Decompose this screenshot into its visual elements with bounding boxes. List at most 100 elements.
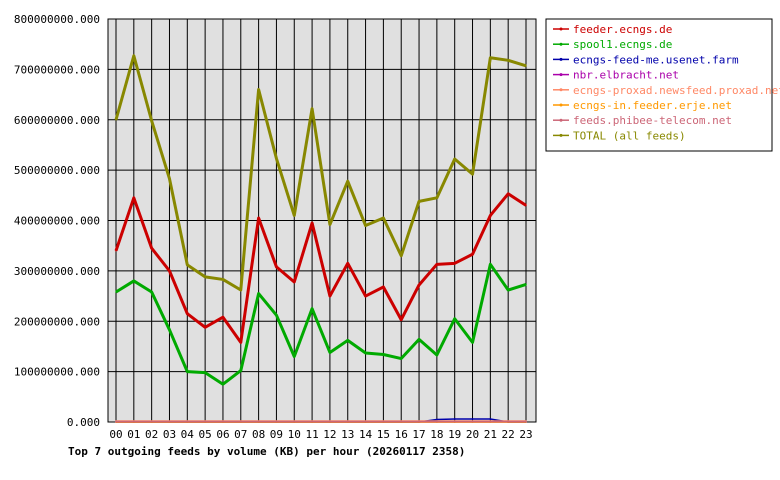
data-point	[453, 317, 456, 320]
data-point	[400, 420, 403, 423]
data-point	[471, 341, 474, 344]
data-point	[453, 158, 456, 160]
data-point	[346, 262, 349, 265]
data-point	[418, 420, 420, 423]
x-tick-label: 12	[323, 428, 336, 441]
y-tick-label: 300000000.000	[14, 265, 100, 278]
legend-marker	[559, 57, 563, 61]
x-tick-label: 07	[234, 428, 247, 441]
data-point	[115, 291, 117, 293]
y-tick-label: 0.000	[67, 416, 100, 429]
data-point	[222, 316, 224, 319]
series-group	[114, 192, 527, 344]
legend-marker	[559, 73, 563, 77]
data-point	[382, 217, 385, 219]
data-point	[382, 353, 385, 356]
data-point	[311, 107, 313, 110]
y-tick-label: 200000000.000	[14, 315, 100, 328]
data-point	[489, 214, 492, 217]
x-tick-label: 03	[163, 428, 176, 441]
data-point	[275, 420, 278, 423]
x-tick-label: 22	[502, 428, 515, 441]
legend-marker	[559, 103, 563, 107]
data-point	[275, 157, 278, 160]
legend-label: feeds.phibee-telecom.net	[573, 114, 732, 127]
legend-marker	[559, 118, 563, 122]
data-point	[204, 420, 206, 423]
data-point	[275, 266, 278, 268]
x-tick-label: 11	[305, 428, 318, 441]
data-point	[329, 223, 331, 226]
y-tick-label: 100000000.000	[14, 366, 100, 379]
data-point	[418, 284, 420, 286]
data-point	[400, 318, 403, 321]
data-point	[186, 264, 189, 266]
legend-marker	[559, 133, 563, 137]
series-group	[115, 420, 527, 423]
data-point	[489, 420, 492, 423]
data-point	[222, 383, 224, 386]
y-tick-label: 500000000.000	[14, 164, 100, 177]
data-point	[239, 289, 242, 291]
y-tick-label: 600000000.000	[14, 114, 100, 127]
data-point	[489, 418, 492, 420]
data-point	[525, 204, 527, 207]
data-point	[204, 371, 206, 374]
data-point	[115, 249, 117, 252]
series-group	[114, 54, 527, 292]
data-point	[436, 420, 438, 423]
data-point	[329, 295, 331, 297]
x-tick-label: 21	[484, 428, 497, 441]
x-tick-label: 05	[199, 428, 212, 441]
data-point	[275, 314, 278, 317]
data-point	[133, 54, 135, 57]
data-point	[329, 420, 331, 423]
legend-label: nbr.elbracht.net	[573, 69, 679, 82]
data-point	[507, 59, 509, 62]
legend-label: feeder.ecngs.de	[573, 23, 672, 36]
data-point	[346, 339, 349, 342]
series-lines	[114, 54, 527, 423]
data-point	[150, 291, 153, 293]
x-tick-labels: 00 01 02 03 04 05 06 07 08 09 10 11 12 13 14 15 16 17 18 19…	[109, 428, 532, 441]
x-tick-label: 08	[252, 428, 265, 441]
data-point	[115, 420, 117, 423]
data-point	[436, 263, 438, 266]
x-tick-label: 18	[430, 428, 443, 441]
data-point	[471, 173, 474, 175]
data-point	[489, 56, 492, 59]
data-point	[364, 420, 367, 423]
data-point	[257, 292, 260, 295]
legend-marker	[559, 42, 563, 46]
x-tick-label: 06	[216, 428, 229, 441]
data-point	[257, 88, 260, 91]
data-point	[133, 420, 135, 423]
data-point	[239, 369, 242, 372]
data-point	[525, 65, 527, 67]
data-point	[364, 224, 367, 227]
data-point	[400, 357, 403, 360]
chart-title: Top 7 outgoing feeds by volume (KB) per …	[68, 445, 465, 458]
data-point	[489, 263, 492, 266]
data-point	[346, 180, 349, 183]
data-point	[507, 420, 509, 423]
data-point	[168, 270, 171, 272]
x-tick-label: 04	[181, 428, 195, 441]
legend-label: ecngs-proxad.newsfeed.proxad.net	[573, 84, 780, 97]
y-tick-label: 400000000.000	[14, 215, 100, 228]
series-line	[115, 262, 527, 386]
y-tick-label: 700000000.000	[14, 63, 100, 76]
legend-label: ecngs-in.feeder.erje.net	[573, 99, 732, 112]
data-point	[115, 118, 117, 121]
data-point	[471, 418, 474, 420]
series-group	[115, 262, 527, 386]
legend: feeder.ecngs.de spool1.ecngs.de ecngs-feed…	[545, 18, 780, 152]
legend-label: TOTAL (all feeds)	[573, 129, 686, 142]
data-point	[186, 370, 189, 373]
x-tick-label: 19	[448, 428, 461, 441]
x-tick-label: 09	[270, 428, 283, 441]
data-point	[418, 338, 420, 341]
data-point	[507, 193, 509, 195]
series-line	[114, 192, 527, 344]
data-point	[311, 307, 313, 310]
